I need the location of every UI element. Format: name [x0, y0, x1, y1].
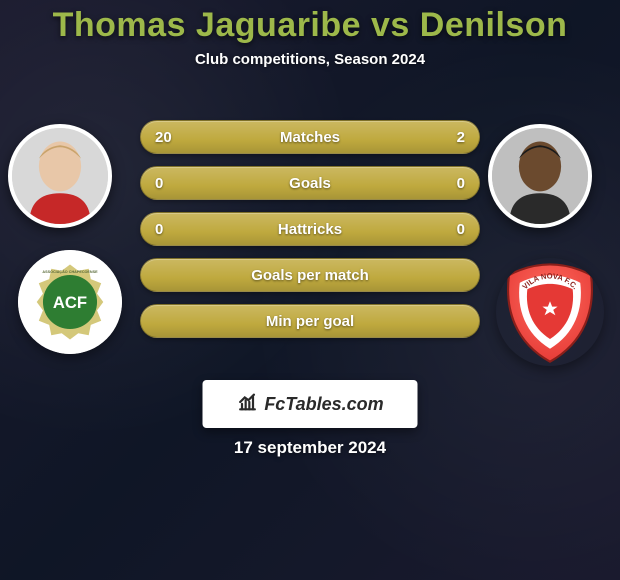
stat-value-right: 0	[457, 221, 465, 238]
club-right-badge: VILA NOVA F.C.	[496, 258, 604, 366]
stat-bars: 20 Matches 2 0 Goals 0 0 Hattricks 0 Goa…	[140, 120, 480, 350]
stat-bar: 20 Matches 2	[140, 120, 480, 154]
player-right-avatar	[488, 124, 592, 228]
stat-bar: 0 Goals 0	[140, 166, 480, 200]
date-text: 17 september 2024	[0, 438, 620, 458]
stat-value-left: 0	[155, 175, 163, 192]
stat-value-right: 2	[457, 129, 465, 146]
svg-text:ASSOCIAÇÃO CHAPECOENSE: ASSOCIAÇÃO CHAPECOENSE	[42, 269, 98, 274]
stat-label: Matches	[280, 129, 340, 146]
stat-value-right: 0	[457, 175, 465, 192]
stat-bar: Goals per match	[140, 258, 480, 292]
svg-text:ACF: ACF	[53, 293, 87, 312]
stat-bar: 0 Hattricks 0	[140, 212, 480, 246]
player-left-avatar	[8, 124, 112, 228]
branding-badge: FcTables.com	[203, 380, 418, 428]
club-left-badge: ACF ASSOCIAÇÃO CHAPECOENSE	[18, 250, 122, 354]
title-vs: vs	[371, 6, 410, 44]
stat-bar: Min per goal	[140, 304, 480, 338]
stat-label: Goals	[289, 175, 331, 192]
branding-chart-icon	[236, 391, 258, 418]
branding-text: FcTables.com	[264, 394, 383, 415]
title-player-left: Thomas Jaguaribe	[53, 6, 361, 44]
stat-value-left: 0	[155, 221, 163, 238]
stat-value-left: 20	[155, 129, 172, 146]
stat-label: Hattricks	[278, 221, 342, 238]
subtitle: Club competitions, Season 2024	[0, 51, 620, 68]
stat-label: Min per goal	[266, 313, 354, 330]
stat-label: Goals per match	[251, 267, 369, 284]
title-player-right: Denilson	[420, 6, 568, 44]
comparison-card: Thomas Jaguaribe vs Denilson Club compet…	[0, 0, 620, 580]
page-title: Thomas Jaguaribe vs Denilson	[0, 0, 620, 45]
